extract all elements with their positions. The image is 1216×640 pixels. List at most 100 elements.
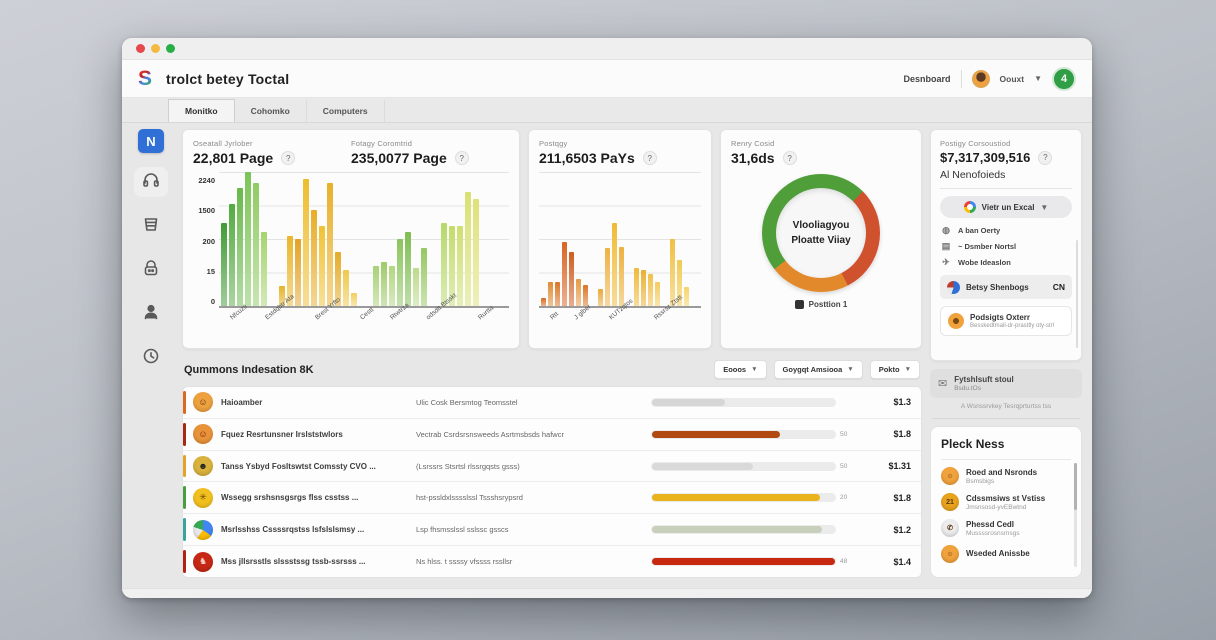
bar <box>576 279 581 306</box>
row-avatar: ☺ <box>193 424 213 445</box>
sidebar: N <box>122 123 180 588</box>
sidebar-item-headphones[interactable] <box>134 167 168 197</box>
progress-fill <box>652 526 823 534</box>
main-area: Oseatall Jyrlober 22,801 Page ? Fotagy C… <box>180 123 1092 588</box>
stat-label: Postigy Corsoustiod <box>940 139 1011 148</box>
service-logo-icon <box>947 280 960 294</box>
row-description: Ulic Cosk Bersmtog Teomsstel <box>416 397 518 407</box>
list-item[interactable]: ☺ Roed and Nsronds Bsmsbigs <box>941 467 1071 485</box>
list-item[interactable]: ▤ ~ Dsmber Nortsl <box>941 241 1017 251</box>
bar <box>303 178 309 306</box>
list-item-avatar: ✆ <box>941 519 959 537</box>
sidebar-app-logo[interactable]: N <box>138 129 164 153</box>
view-on-excel-button[interactable]: Vietr un Excal ▼ <box>940 196 1072 218</box>
progress-track <box>651 429 836 439</box>
table-row[interactable]: Msrlsshss Cssssrqstss Isfslslsmsy ... Ls… <box>183 514 921 547</box>
sidebar-item-bin[interactable] <box>134 211 168 241</box>
table-row[interactable]: ☺ Fquez Resrtunsner Irslststwlors Vectra… <box>183 418 921 451</box>
app-logo-icon: S <box>138 67 153 90</box>
revenue-subtitle: Al Nenofoieds <box>940 169 1006 181</box>
info-icon[interactable]: ? <box>454 151 469 165</box>
shield-icon <box>794 300 804 309</box>
secondary-card-subtitle: Bsdu.tOs <box>954 385 981 392</box>
scrollbar-thumb[interactable] <box>1074 463 1077 510</box>
x-tick-label: Rurtta <box>477 304 496 322</box>
list-item[interactable]: ✈ Wobe Ideaslon <box>940 257 1072 268</box>
bar <box>569 252 574 306</box>
chevron-down-icon: ▼ <box>751 366 758 373</box>
panel-scrollbar[interactable] <box>1076 240 1078 348</box>
progress-fill <box>652 558 835 566</box>
feature-card[interactable]: Podsigts Oxterr Besskedtmall-dr-prasttly… <box>940 306 1072 336</box>
list-item[interactable]: ☺ Wseded Anissbe <box>941 545 1071 563</box>
chevron-down-icon[interactable]: ▼ <box>1034 74 1042 83</box>
bar <box>373 265 379 306</box>
row-accent-bar <box>183 422 186 446</box>
bar <box>598 288 603 306</box>
filter-dropdown-button[interactable]: Eooos ▼ <box>714 360 767 379</box>
row-description: Ns hlss. t ssssy vfssss rssllsr <box>416 557 513 567</box>
close-window-button[interactable] <box>136 44 145 53</box>
tab[interactable]: Computers <box>307 100 385 122</box>
sidebar-item-lock[interactable] <box>134 255 168 285</box>
secondary-card[interactable]: ✉ Fytshlsuft stoul Bsdu.tOs <box>930 369 1082 398</box>
results-table: ☺ Haioamber Ulic Cosk Bersmtog Teomsstel <box>182 386 922 578</box>
list-item[interactable]: ◍ A ban Oerty <box>940 225 1072 236</box>
list-item[interactable]: ✆ Phessd Cedl Mussssrosnsmsgs <box>941 519 1071 537</box>
headphones-icon <box>141 170 161 195</box>
sidebar-item-users[interactable] <box>134 299 168 329</box>
bar <box>619 247 624 306</box>
list-item[interactable]: 21 Cdssmsiws st Vstiss Jmsnsosd-yvEBwtnd <box>941 493 1071 511</box>
chevron-down-icon: ▼ <box>847 366 854 373</box>
y-tick-label: 15 <box>206 266 215 276</box>
list-item-icon: ◍ <box>942 225 950 235</box>
bar <box>229 204 235 306</box>
filter-dropdown-button[interactable]: Pokto ▼ <box>869 360 920 379</box>
notification-badge-button[interactable]: 4 <box>1052 66 1076 91</box>
bar <box>421 248 427 306</box>
info-icon[interactable]: ? <box>642 151 657 165</box>
tab[interactable]: Monitko <box>168 99 235 122</box>
overview-card-header: Oseatall Jyrlober 22,801 Page ? Fotagy C… <box>193 139 509 166</box>
revenue-card: Postigy Corsoustiod $7,317,309,516 ? Al … <box>930 129 1082 361</box>
table-row[interactable]: ☻ Tanss Ysbyd Fosltswtst Comssty CVO ...… <box>183 450 921 483</box>
query-card: Renry Cosid 31,6ds ? Vlooliagyou Ploatte… <box>720 129 922 349</box>
chevron-down-icon: ▼ <box>904 366 911 373</box>
progress-label: 50 <box>840 462 848 470</box>
list-item-avatar: 21 <box>941 493 959 511</box>
bar <box>389 265 395 306</box>
y-tick-label: 0 <box>210 297 215 306</box>
sidebar-item-history[interactable] <box>134 343 168 373</box>
row-accent-bar <box>183 550 186 573</box>
bar <box>319 225 325 306</box>
lock-icon <box>141 258 161 283</box>
filter-dropdown-button[interactable]: Goygqt Amsiooa ▼ <box>773 360 863 379</box>
table-row[interactable]: ♞ Mss jllsrsstls slssstssg tssb-ssrsss .… <box>183 546 921 577</box>
google-icon <box>963 201 976 213</box>
minimize-window-button[interactable] <box>151 44 160 53</box>
nav-dashboard-link[interactable]: Desnboard <box>903 73 951 84</box>
list-scrollbar[interactable] <box>1074 463 1077 567</box>
user-avatar[interactable] <box>971 69 990 88</box>
info-icon[interactable]: ? <box>281 151 296 165</box>
bar <box>279 285 285 306</box>
info-icon[interactable]: ? <box>782 151 797 165</box>
tab[interactable]: Cohomko <box>235 100 307 122</box>
maximize-window-button[interactable] <box>166 44 175 53</box>
bar <box>245 172 251 306</box>
table-row[interactable]: ☺ Haioamber Ulic Cosk Bersmtog Teomsstel <box>183 387 921 419</box>
row-accent-bar <box>183 486 186 510</box>
row-name: Msrlsshss Cssssrqstss Isfslslsmsy ... <box>221 525 365 535</box>
divider <box>940 188 1072 189</box>
stat-cards-row: Oseatall Jyrlober 22,801 Page ? Fotagy C… <box>182 129 922 349</box>
row-value: $1.8 <box>893 429 911 440</box>
info-icon[interactable]: ? <box>1038 150 1053 165</box>
table-row[interactable]: ✳ Wssegg srshsnsgsrgs flss csstss ... hs… <box>183 482 921 515</box>
highlighted-row[interactable]: Betsy Shenbogs CN <box>940 275 1072 299</box>
stat-value: $7,317,309,516 <box>940 150 1031 165</box>
highlight-right-value: CN <box>1052 282 1065 292</box>
section-title: Qummons Indesation 8K <box>184 363 314 376</box>
stat-block: Fotagy Coromtrid 235,0077 Page ? <box>351 139 509 166</box>
user-name[interactable]: Oouxt <box>999 73 1025 84</box>
